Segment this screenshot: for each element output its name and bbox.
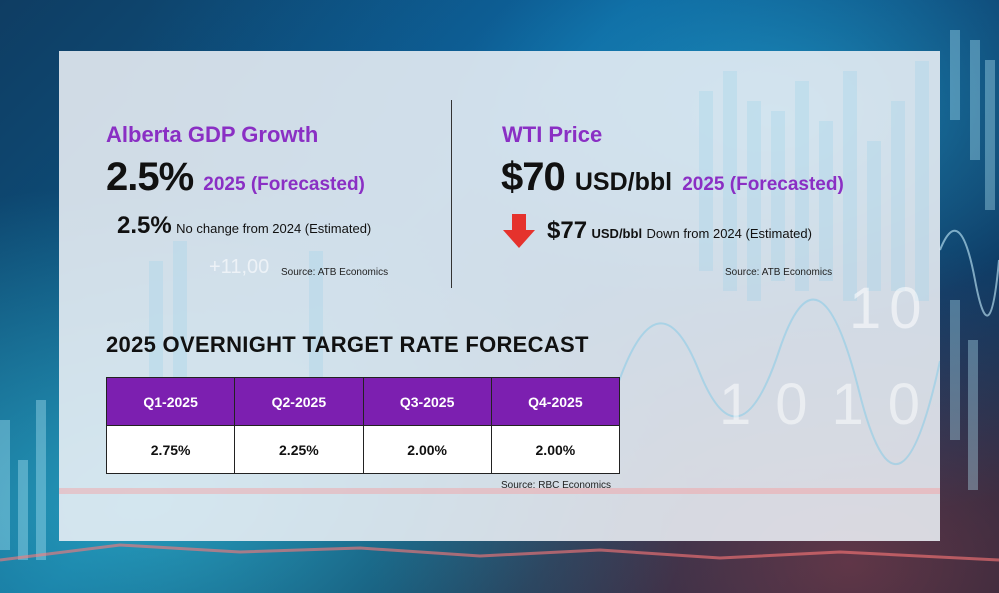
gdp-previous: 2.5% No change from 2024 (Estimated) — [117, 212, 371, 240]
column-divider — [451, 100, 452, 288]
rates-header-row: Q1-2025 Q2-2025 Q3-2025 Q4-2025 — [105, 377, 621, 426]
rates-value-cell: 2.00% — [490, 425, 621, 474]
rates-header-cell: Q3-2025 — [362, 377, 492, 426]
gdp-source: Source: ATB Economics — [281, 267, 389, 278]
wti-previous-unit: USD/bbl — [591, 226, 643, 241]
digit: 1 — [719, 372, 776, 437]
gdp-value: 2.5% — [106, 155, 194, 199]
panel-background-chart — [59, 61, 940, 494]
background-digits: 10 — [849, 276, 930, 342]
background-ticker-text: +11,00 — [209, 256, 270, 278]
wti-forecast-label: 2025 (Forecasted) — [682, 174, 844, 195]
down-arrow-icon — [503, 214, 535, 248]
wti-previous-text: Down from 2024 (Estimated) — [646, 226, 812, 241]
gdp-forecast: 2.5% 2025 (Forecasted) — [106, 155, 365, 200]
wti-previous: $77 USD/bbl Down from 2024 (Estimated) — [547, 217, 812, 245]
gdp-previous-value: 2.5% — [117, 212, 172, 239]
rates-source: Source: RBC Economics — [501, 480, 612, 491]
rates-value-cell: 2.00% — [362, 425, 492, 474]
gdp-previous-text: No change from 2024 (Estimated) — [176, 221, 372, 236]
wti-forecast: $70 USD/bbl 2025 (Forecasted) — [501, 155, 844, 200]
rates-title: 2025 OVERNIGHT TARGET RATE FORECAST — [106, 332, 589, 357]
rates-header-cell: Q2-2025 — [234, 377, 364, 426]
rates-table: Q1-2025 Q2-2025 Q3-2025 Q4-2025 2.75% 2.… — [105, 377, 621, 474]
rates-value-cell: 2.75% — [105, 425, 236, 474]
rates-value-cell: 2.25% — [234, 425, 364, 474]
wti-unit: USD/bbl — [574, 168, 673, 196]
gdp-forecast-label: 2025 (Forecasted) — [203, 174, 365, 195]
rates-value-row: 2.75% 2.25% 2.00% 2.00% — [105, 425, 621, 474]
digit: 0 — [887, 372, 945, 437]
digit: 0 — [889, 276, 930, 341]
rates-header-cell: Q1-2025 — [105, 377, 236, 426]
digit: 1 — [849, 276, 890, 341]
wti-value: $70 — [501, 155, 566, 199]
background-digits-lower: 1010 — [719, 371, 944, 438]
wti-source: Source: ATB Economics — [725, 267, 833, 278]
rates-header-cell: Q4-2025 — [490, 377, 621, 426]
digit: 1 — [831, 372, 888, 437]
gdp-title: Alberta GDP Growth — [106, 122, 319, 147]
wti-title: WTI Price — [502, 122, 603, 147]
digit: 0 — [775, 372, 832, 437]
wti-previous-value: $77 — [547, 217, 588, 244]
